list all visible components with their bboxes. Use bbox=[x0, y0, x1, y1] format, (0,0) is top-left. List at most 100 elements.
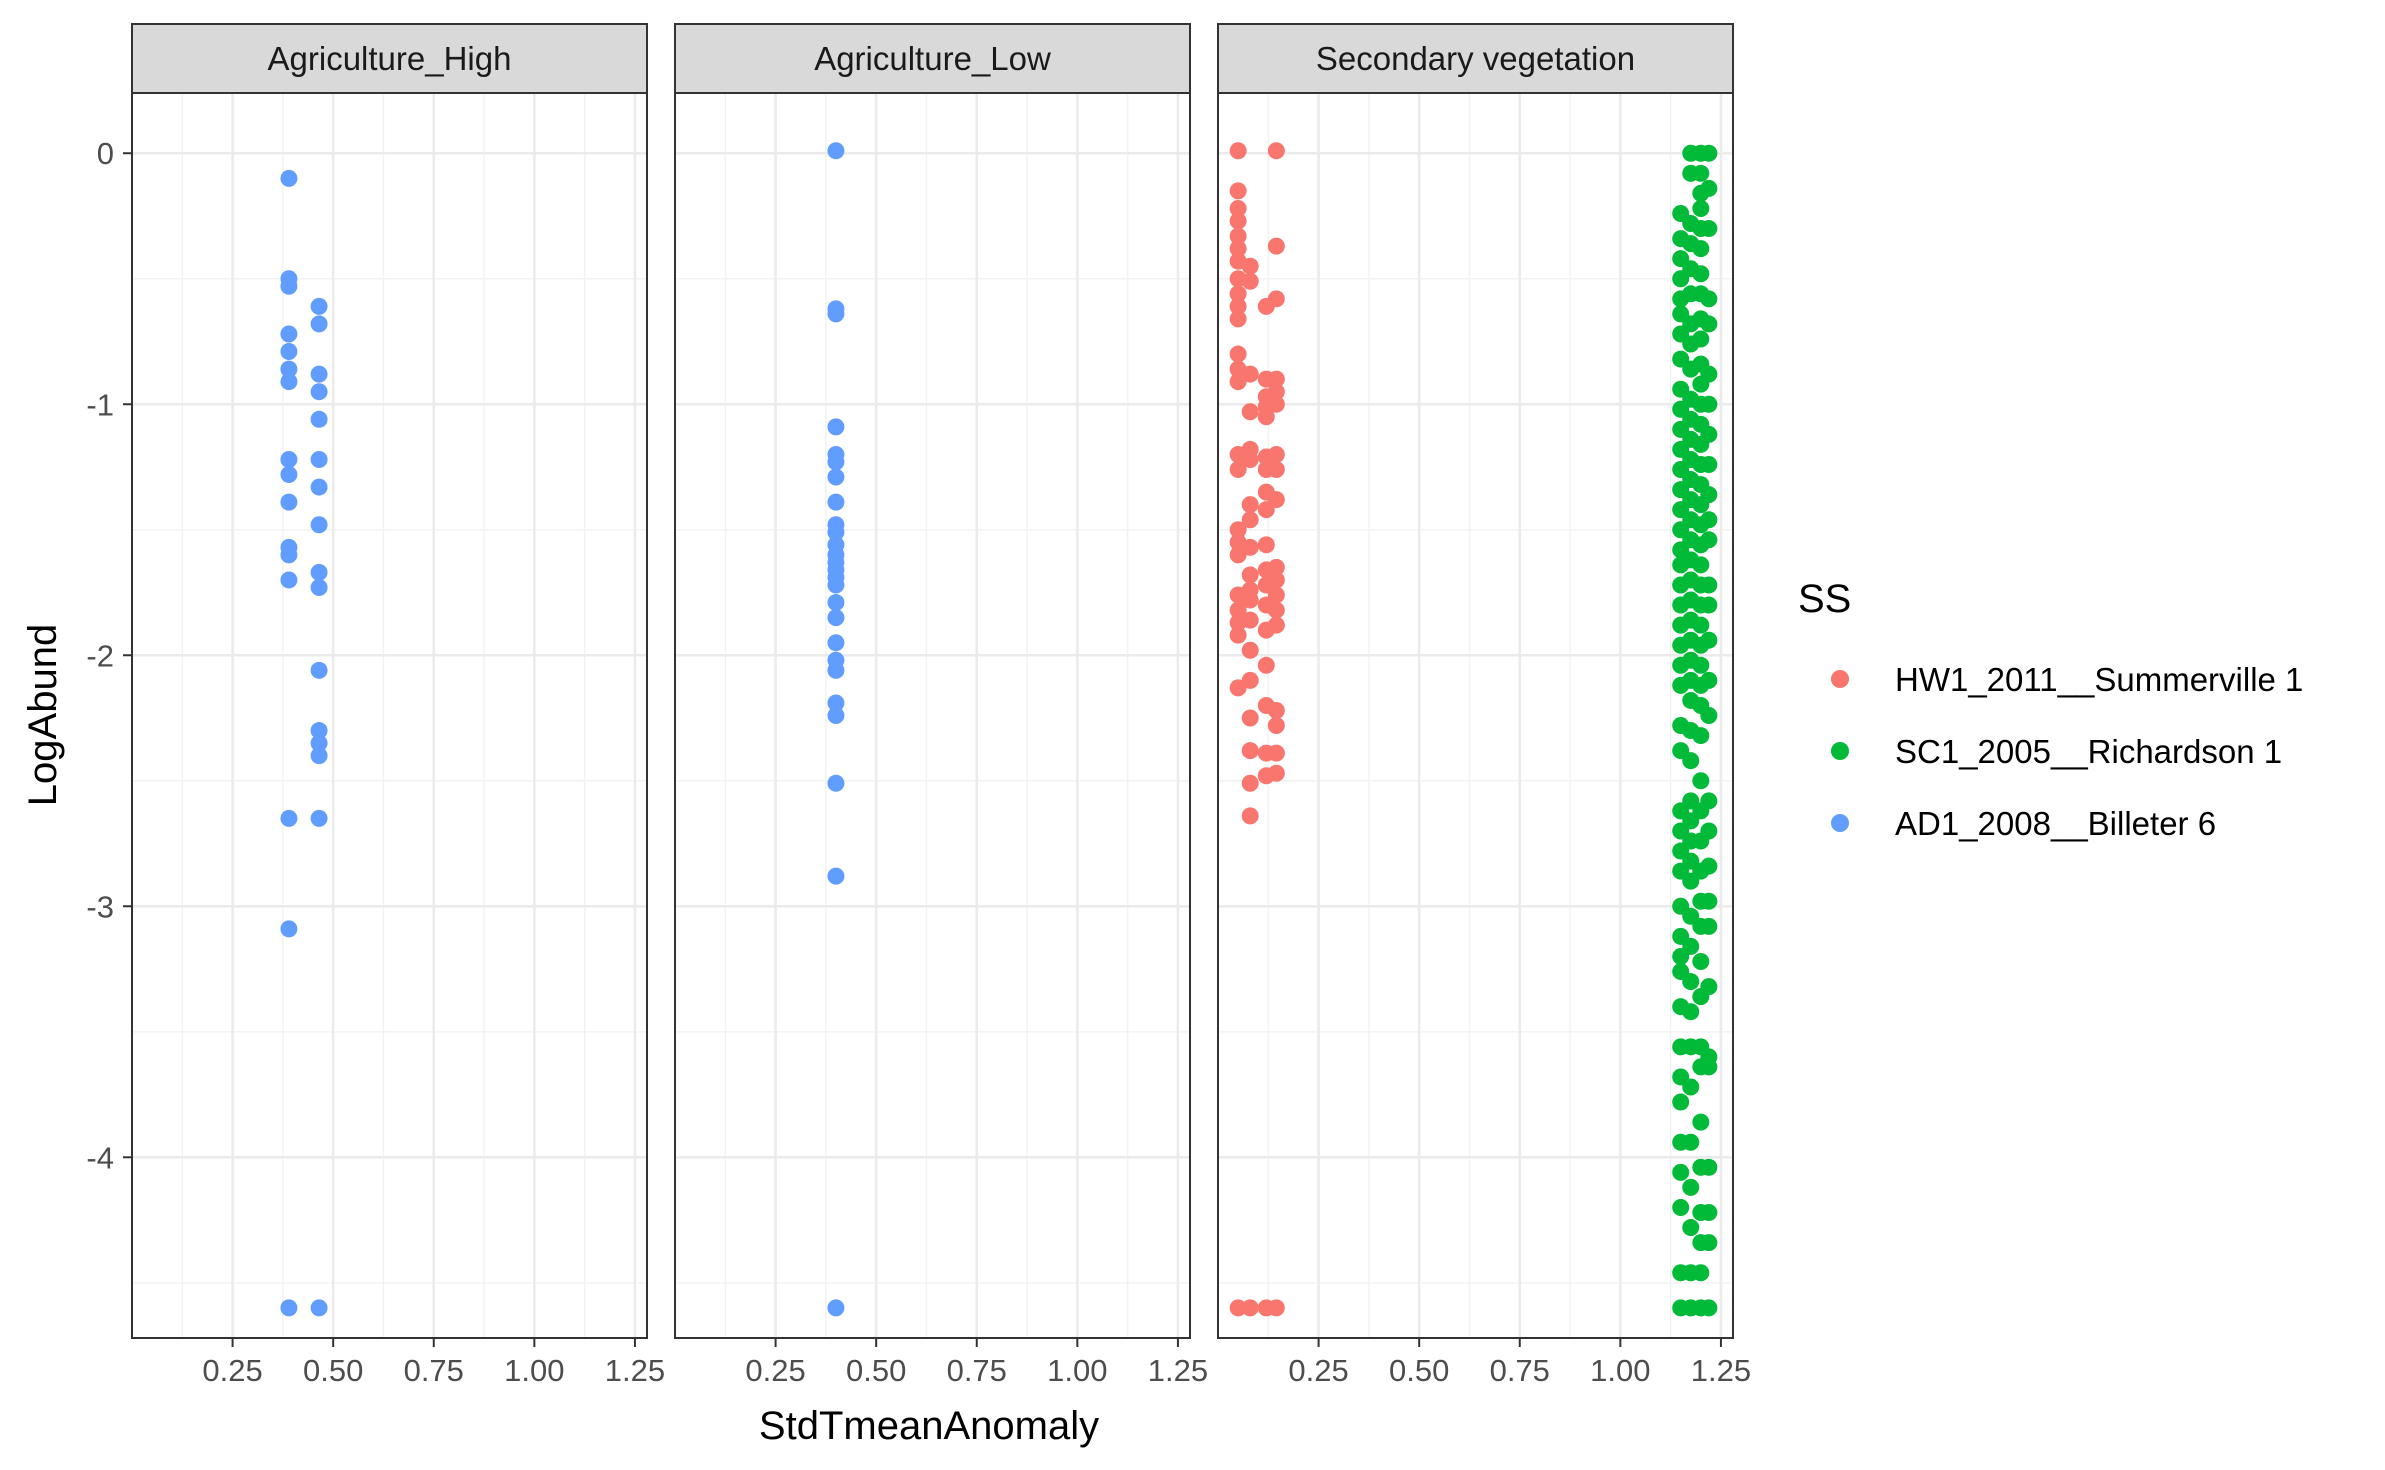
x-tick-label: 1.25 bbox=[1148, 1353, 1208, 1388]
data-point bbox=[1229, 142, 1247, 160]
legend-entry: SC1_2005__Richardson 1 bbox=[1831, 733, 2282, 770]
x-tick-label: 0.50 bbox=[1389, 1353, 1449, 1388]
data-point bbox=[1267, 461, 1285, 479]
data-point bbox=[1267, 601, 1285, 619]
x-tick-label: 0.75 bbox=[947, 1353, 1007, 1388]
data-point bbox=[1700, 917, 1718, 935]
data-point bbox=[1700, 1203, 1718, 1221]
data-point bbox=[827, 707, 845, 724]
facet-strip bbox=[131, 23, 648, 94]
data-point bbox=[1267, 586, 1285, 604]
data-point bbox=[1229, 310, 1247, 328]
series-ad1-2008-billeter-6 bbox=[280, 169, 298, 1317]
data-point bbox=[310, 315, 328, 333]
data-point bbox=[1700, 792, 1718, 810]
data-point bbox=[827, 493, 845, 511]
data-point bbox=[1682, 752, 1700, 770]
data-point bbox=[1682, 1003, 1700, 1021]
x-axis-agriculture-low: 0.25 0.50 0.75 1.00 1.25 bbox=[745, 1338, 1208, 1388]
y-tick-label: -2 bbox=[86, 638, 114, 673]
data-point bbox=[310, 661, 328, 679]
data-point bbox=[1682, 1133, 1700, 1151]
legend-entry: AD1_2008__Billeter 6 bbox=[1831, 805, 2216, 842]
data-point bbox=[1241, 742, 1259, 760]
data-point bbox=[1267, 558, 1285, 576]
data-point bbox=[310, 450, 328, 468]
x-tick-label: 1.25 bbox=[1691, 1353, 1751, 1388]
data-point bbox=[827, 774, 845, 792]
data-point bbox=[280, 325, 298, 343]
data-point bbox=[1700, 455, 1718, 473]
data-point bbox=[827, 453, 845, 471]
data-point bbox=[280, 493, 298, 511]
x-axis-agriculture-high: 0.25 0.50 0.75 1.00 1.25 bbox=[202, 1338, 665, 1388]
data-point bbox=[1229, 285, 1247, 303]
data-point bbox=[1241, 403, 1259, 421]
data-point bbox=[1241, 641, 1259, 659]
data-point bbox=[310, 383, 328, 401]
data-point bbox=[280, 277, 298, 295]
legend-title: SS bbox=[1798, 577, 1851, 621]
data-point bbox=[280, 571, 298, 589]
y-axis-title: LogAbund bbox=[21, 624, 65, 806]
data-point bbox=[1229, 601, 1247, 619]
data-point bbox=[827, 661, 845, 679]
x-tick-label: 0.25 bbox=[745, 1353, 805, 1388]
data-point bbox=[1241, 611, 1259, 629]
data-point bbox=[827, 694, 845, 712]
data-point bbox=[310, 747, 328, 765]
data-point bbox=[1257, 656, 1275, 674]
x-tick-label: 0.50 bbox=[846, 1353, 906, 1388]
data-point bbox=[1241, 566, 1259, 584]
data-point bbox=[1241, 709, 1259, 727]
data-point bbox=[1257, 536, 1275, 554]
data-point bbox=[827, 468, 845, 486]
data-point bbox=[1692, 330, 1710, 348]
data-point bbox=[1700, 1158, 1718, 1176]
data-point bbox=[1700, 822, 1718, 840]
data-point bbox=[1700, 425, 1718, 443]
data-point bbox=[1267, 571, 1285, 589]
data-point bbox=[1267, 395, 1285, 413]
data-point bbox=[1700, 511, 1718, 529]
facet-strip-label: Agriculture_Low bbox=[814, 40, 1051, 77]
panel-border bbox=[674, 92, 1191, 1339]
x-tick-label: 0.75 bbox=[404, 1353, 464, 1388]
data-point bbox=[1692, 656, 1710, 674]
data-point bbox=[1692, 199, 1710, 217]
data-point bbox=[1267, 383, 1285, 401]
x-tick-label: 1.00 bbox=[1047, 1353, 1107, 1388]
data-point bbox=[1229, 345, 1247, 363]
x-axes: 0.25 0.50 0.75 1.00 1.25 0.25 0.50 0.75 1.00 1.25… bbox=[202, 1338, 1751, 1388]
data-point bbox=[1700, 365, 1718, 383]
x-axis-title: StdTmeanAnomaly bbox=[759, 1404, 1099, 1448]
data-point bbox=[1267, 1299, 1285, 1317]
data-point bbox=[1267, 290, 1285, 308]
data-point bbox=[1692, 265, 1710, 283]
data-point bbox=[1700, 395, 1718, 413]
data-point bbox=[827, 609, 845, 627]
data-point bbox=[280, 466, 298, 484]
data-point bbox=[280, 360, 298, 378]
data-point bbox=[1267, 370, 1285, 388]
data-point bbox=[1700, 978, 1718, 996]
data-point bbox=[1692, 556, 1710, 574]
data-point bbox=[1692, 164, 1710, 182]
x-tick-label: 1.00 bbox=[504, 1353, 564, 1388]
data-point bbox=[310, 516, 328, 534]
data-point bbox=[1692, 1113, 1710, 1131]
data-point bbox=[827, 142, 845, 160]
series-hw1-2011-summerville-1 bbox=[1241, 257, 1259, 1317]
data-point bbox=[827, 418, 845, 436]
y-tick-label: -3 bbox=[86, 889, 114, 924]
data-point bbox=[1229, 227, 1247, 245]
x-tick-label: 1.25 bbox=[605, 1353, 665, 1388]
data-point bbox=[1267, 764, 1285, 782]
data-point bbox=[1700, 1234, 1718, 1252]
y-axis: 0 -1 -2 -3 -4 bbox=[86, 136, 132, 1175]
data-point bbox=[1229, 212, 1247, 230]
data-point bbox=[280, 546, 298, 564]
